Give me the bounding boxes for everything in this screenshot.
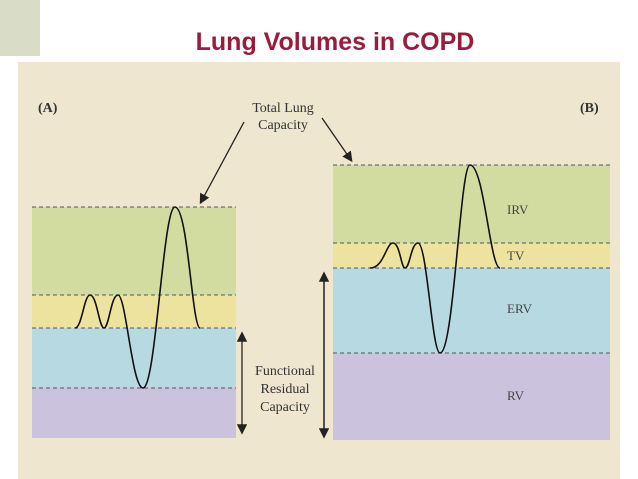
panel-label: (B)	[580, 101, 599, 116]
frc-label: Functional	[255, 364, 315, 379]
tv-band	[32, 295, 236, 328]
tlc-label: Total Lung	[252, 101, 314, 116]
frc-label: Residual	[261, 382, 310, 397]
tlc-label: Capacity	[258, 118, 308, 133]
rv-band	[32, 388, 236, 438]
erv-band	[32, 328, 236, 388]
rv-band	[333, 353, 610, 440]
spirogram	[369, 164, 501, 354]
arrow	[321, 117, 353, 163]
arrow	[199, 121, 245, 205]
panel-a: (A)	[32, 101, 236, 438]
irv-band	[32, 207, 236, 295]
irv-band	[333, 165, 610, 243]
volume-label: TV	[507, 248, 525, 263]
frc-label: Capacity	[260, 400, 310, 415]
slide-title: Lung Volumes in COPD	[196, 28, 475, 56]
spirogram	[74, 206, 201, 389]
volume-label: ERV	[507, 301, 533, 316]
volume-label: RV	[507, 388, 525, 403]
corner-block	[0, 0, 40, 56]
tv-band	[333, 243, 610, 268]
panel-b: (B) IRV TV ERV RV	[333, 101, 610, 440]
volume-label: IRV	[507, 202, 529, 217]
panel-label: (A)	[38, 101, 58, 116]
erv-band	[333, 268, 610, 353]
